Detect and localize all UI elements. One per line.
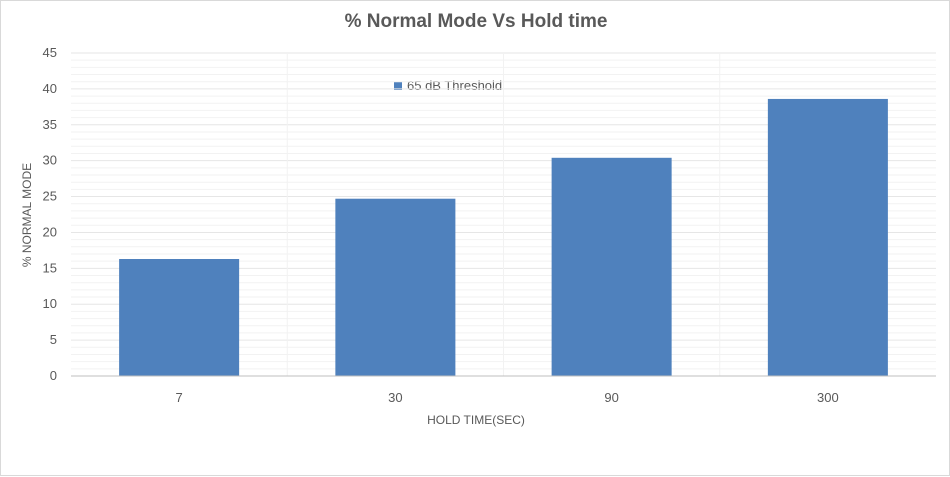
y-tick-label: 20 (43, 224, 57, 239)
bar-90 (551, 157, 672, 376)
y-tick-label: 30 (43, 153, 57, 168)
x-tick-label: 30 (388, 390, 402, 405)
y-tick-label: 10 (43, 296, 57, 311)
x-tick-label: 300 (817, 390, 839, 405)
y-tick-label: 5 (50, 332, 57, 347)
x-axis-title: HOLD TIME(SEC) (427, 413, 525, 427)
bar-7 (119, 259, 240, 376)
bar-300 (767, 98, 888, 376)
y-tick-label: 40 (43, 81, 57, 96)
y-tick-label: 0 (50, 368, 57, 383)
x-tick-label: 7 (176, 390, 183, 405)
y-tick-label: 25 (43, 189, 57, 204)
y-tick-label: 45 (43, 45, 57, 60)
y-tick-label: 35 (43, 117, 57, 132)
x-tick-label: 90 (604, 390, 618, 405)
legend-swatch (394, 81, 402, 90)
bar-30 (335, 198, 456, 376)
chart-title: % Normal Mode Vs Hold time (344, 11, 608, 32)
y-tick-label: 15 (43, 260, 57, 275)
